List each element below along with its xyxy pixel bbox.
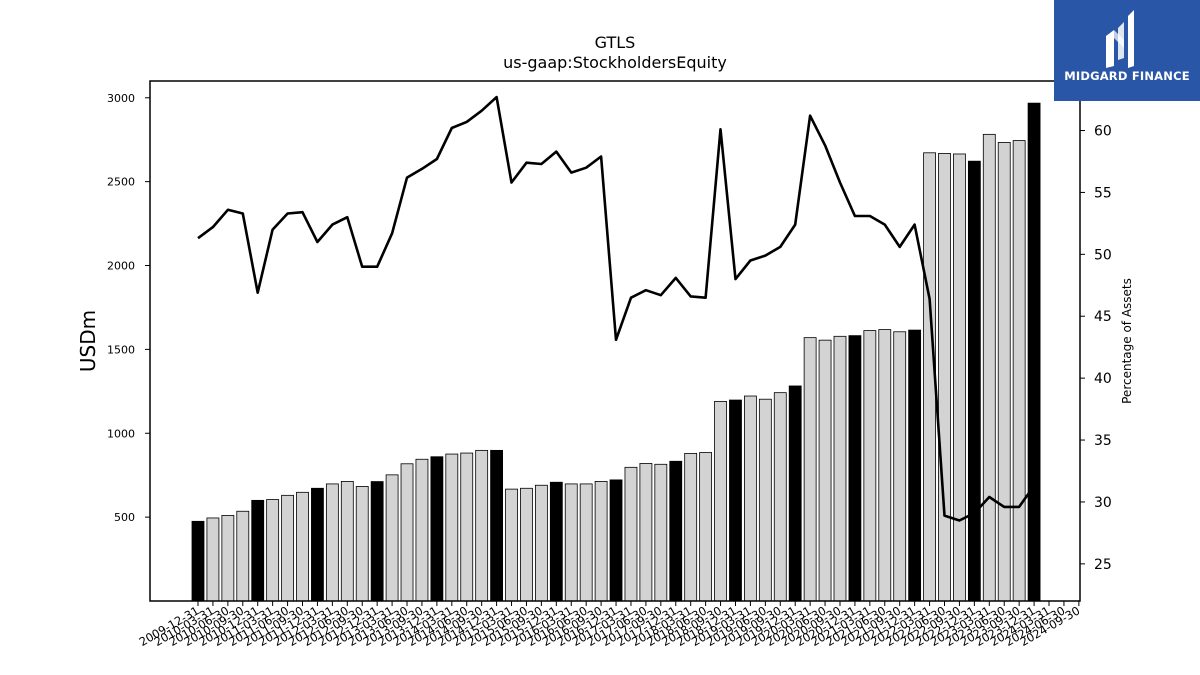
y-axis-label: USDm: [76, 310, 100, 372]
y2-tick-label: 50: [1094, 247, 1112, 263]
bar: [505, 488, 518, 602]
bar: [997, 141, 1011, 602]
bar: [415, 458, 429, 602]
y2-tick-label: 45: [1094, 309, 1112, 325]
y2-tick-label: 25: [1094, 557, 1112, 573]
bar: [400, 463, 414, 602]
y2-tick-label: 60: [1094, 124, 1112, 140]
chart-title: GTLS: [595, 33, 636, 52]
bar: [549, 481, 563, 602]
y-axis: 500 1000 1500 2000 2500 3000: [107, 92, 150, 524]
logo-text: MIDGARD FINANCE: [1064, 69, 1190, 83]
bar: [490, 449, 504, 602]
bar: [744, 395, 757, 602]
bar: [893, 331, 907, 602]
bar: [340, 480, 354, 602]
y2-axis: 25 30 35 40 45 50 55 60: [1080, 124, 1112, 573]
bar: [475, 449, 489, 602]
bar: [699, 452, 713, 602]
chart-subtitle: us-gaap:StockholdersEquity: [503, 53, 727, 72]
bar: [296, 491, 309, 602]
bar: [684, 452, 698, 602]
bar: [460, 452, 474, 602]
y-tick-label: 2500: [107, 176, 135, 189]
bar: [908, 329, 922, 602]
bar: [788, 385, 802, 602]
bar: [624, 466, 638, 602]
bar: [385, 474, 399, 602]
bar: [982, 133, 996, 602]
x-axis: 2009-12-312010-03-312010-06-302010-09-30…: [137, 601, 1082, 649]
bar: [953, 153, 966, 602]
bar: [281, 494, 294, 602]
bar: [818, 339, 832, 602]
plot-frame: [149, 80, 1081, 602]
bar: [520, 487, 533, 602]
bar: [251, 499, 265, 602]
bar: [355, 486, 369, 602]
bar: [938, 153, 951, 602]
bar: [221, 515, 235, 602]
bar: [729, 399, 742, 602]
logo-mark-icon: [1106, 10, 1134, 68]
bar: [639, 463, 653, 602]
bar: [534, 484, 548, 602]
y-tick-label: 500: [114, 511, 135, 524]
bar: [325, 483, 339, 602]
bar: [236, 510, 250, 602]
bar: [878, 329, 892, 602]
bar: [833, 335, 847, 602]
line-path: [197, 95, 1036, 522]
bar: [758, 398, 772, 602]
bar: [1012, 140, 1026, 602]
bar: [803, 337, 817, 602]
bar: [430, 456, 444, 602]
bar: [370, 481, 384, 602]
bar: [714, 400, 727, 602]
y2-tick-label: 40: [1094, 371, 1112, 387]
y2-tick-label: 55: [1094, 185, 1112, 201]
bar: [266, 499, 280, 602]
bar: [669, 460, 683, 602]
bar: [445, 453, 459, 602]
bar: [191, 520, 205, 602]
y2-axis-label: Percentage of Assets: [1120, 278, 1134, 404]
y2-tick-label: 30: [1094, 495, 1112, 511]
bar: [579, 483, 593, 602]
bar: [311, 487, 324, 602]
bar: [863, 330, 877, 602]
bar: [654, 463, 668, 602]
bar: [564, 483, 578, 602]
y2-tick-label: 35: [1094, 433, 1112, 449]
bar: [848, 335, 862, 602]
brand-logo: MIDGARD FINANCE: [1054, 0, 1200, 101]
bar: [609, 479, 623, 602]
bar: [1027, 102, 1041, 602]
bar: [773, 392, 787, 602]
line-series: [197, 95, 1036, 522]
y-tick-label: 3000: [107, 92, 135, 105]
y-tick-label: 1000: [107, 427, 135, 440]
bar: [206, 517, 220, 602]
y-tick-label: 1500: [107, 343, 135, 356]
bar: [967, 160, 981, 602]
y-tick-label: 2000: [107, 260, 135, 273]
bar-series: [191, 102, 1041, 602]
bar: [594, 480, 608, 602]
